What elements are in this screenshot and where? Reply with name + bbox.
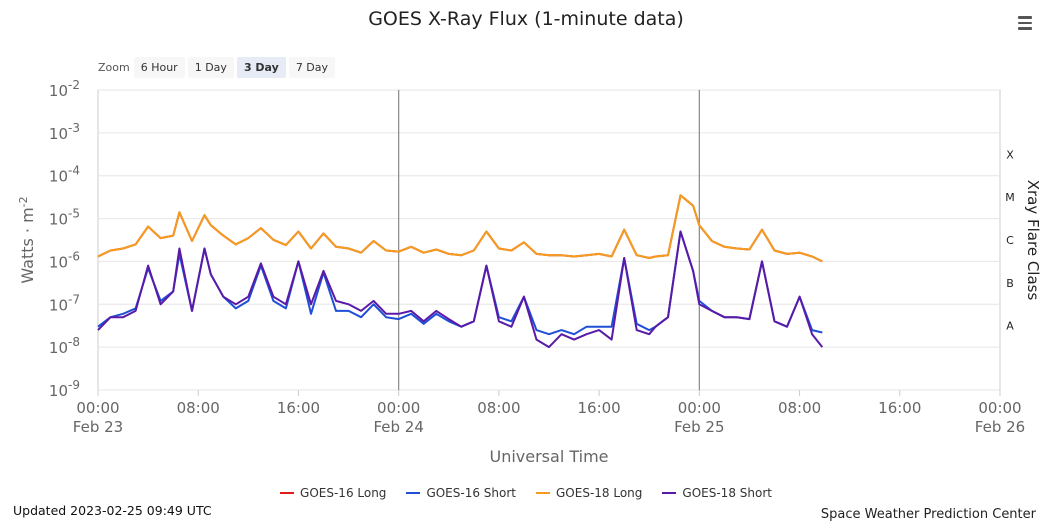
y-tick-exponent: -7 [68,292,80,306]
y-tick-exponent: -8 [68,335,80,349]
series-line-goes-16-long [97,194,823,263]
chart-legend: GOES-16 Long GOES-16 Short GOES-18 Long … [0,486,1052,500]
y-tick-exponent: -2 [68,78,80,92]
flare-class-label-a: A [1006,320,1014,333]
legend-swatch [662,492,677,494]
legend-swatch [280,492,295,494]
y-tick-label: 10 [49,125,68,143]
flare-class-label-x: X [1006,148,1014,161]
x-tick-date-label: Feb 24 [373,418,423,436]
series-line-goes-18-short [97,230,824,349]
x-tick-label: 16:00 [577,399,620,417]
x-tick-date-label: Feb 26 [975,418,1025,436]
chart-title: GOES X-Ray Flux (1-minute data) [368,8,684,30]
zoom-3-day-button[interactable]: 3 Day [236,56,286,78]
x-tick-date-label: Feb 25 [674,418,724,436]
x-tick-label: 00:00 [76,399,119,417]
y-tick-exponent: -4 [68,164,80,178]
y-tick-exponent: -6 [68,249,80,263]
zoom-label: Zoom [98,60,130,74]
x-tick-label: 00:00 [978,399,1021,417]
series-line-goes-16-short [97,230,823,336]
x-tick-date-label: Feb 23 [73,418,123,436]
zoom-1-day-button[interactable]: 1 Day [187,56,234,78]
flare-class-label-m: M [1005,191,1015,204]
x-tick-label: 08:00 [778,399,821,417]
zoom-control: Zoom 6 Hour 1 Day 3 Day 7 Day [98,56,338,78]
y-tick-label: 10 [49,296,68,314]
y-tick-exponent: -3 [68,121,80,135]
legend-item-goes18-short[interactable]: GOES-18 Short [662,486,772,500]
zoom-7-day-button[interactable]: 7 Day [288,56,336,78]
hamburger-menu-icon[interactable] [1014,13,1036,35]
y-tick-label: 10 [49,168,68,186]
y-tick-label: 10 [49,211,68,229]
x-tick-label: 16:00 [277,399,320,417]
x-tick-label: 08:00 [477,399,520,417]
x-axis-title: Universal Time [489,447,608,466]
y-axis-title: Watts · m-2 [17,196,37,283]
y-tick-exponent: -5 [68,207,80,221]
legend-label: GOES-16 Long [300,486,387,500]
credit-label: Space Weather Prediction Center [820,507,1036,522]
legend-item-goes18-long[interactable]: GOES-18 Long [536,486,642,500]
x-tick-label: 00:00 [377,399,420,417]
flare-class-label-c: C [1006,234,1014,247]
legend-item-goes16-short[interactable]: GOES-16 Short [406,486,516,500]
legend-label: GOES-18 Short [682,486,772,500]
zoom-6-hour-button[interactable]: 6 Hour [133,56,185,78]
y-tick-label: 10 [49,382,68,400]
plot-border [97,89,1001,391]
series-line-goes-18-long [97,194,823,263]
legend-label: GOES-16 Short [426,486,516,500]
x-tick-label: 08:00 [177,399,220,417]
x-tick-label: 16:00 [878,399,921,417]
legend-swatch [536,492,550,494]
flare-class-label-b: B [1006,277,1014,290]
y2-axis-title: Xray Flare Class [1024,180,1042,301]
legend-swatch [406,492,421,494]
y-tick-label: 10 [49,82,68,100]
y-tick-exponent: -9 [68,378,80,392]
legend-item-goes16-long[interactable]: GOES-16 Long [280,486,386,500]
x-tick-label: 00:00 [678,399,721,417]
legend-label: GOES-18 Long [556,486,643,500]
updated-timestamp: Updated 2023-02-25 09:49 UTC [13,503,212,518]
y-tick-label: 10 [49,253,68,271]
y-tick-label: 10 [49,339,68,357]
